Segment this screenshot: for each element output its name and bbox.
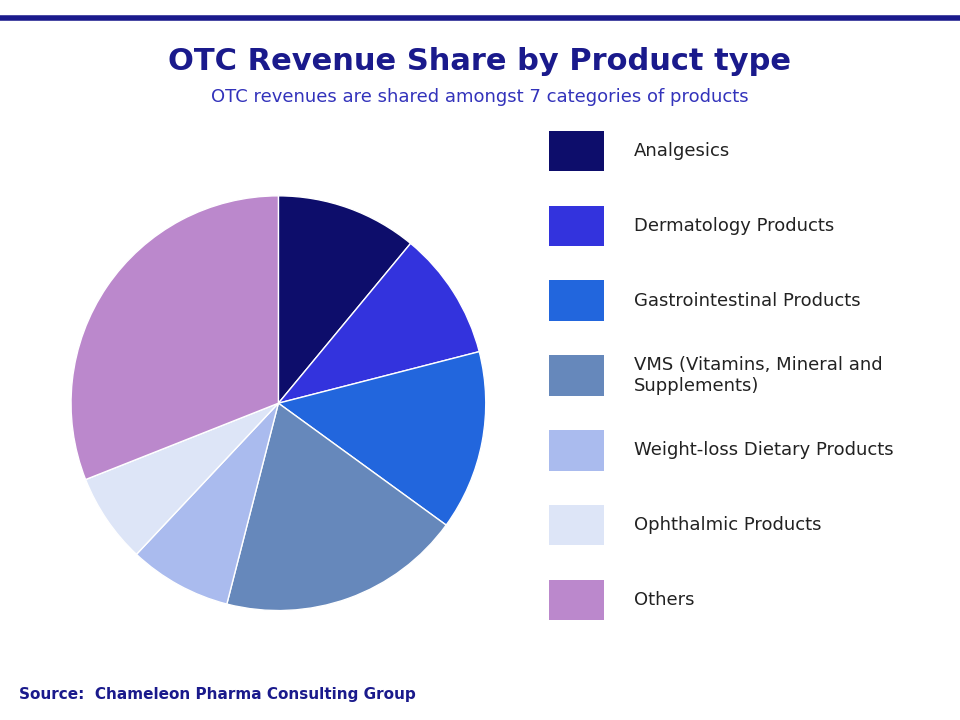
FancyBboxPatch shape (549, 580, 604, 620)
FancyBboxPatch shape (549, 355, 604, 396)
Wedge shape (227, 403, 446, 611)
Text: Others: Others (634, 591, 694, 609)
Wedge shape (71, 196, 278, 480)
Wedge shape (278, 351, 486, 525)
Wedge shape (278, 243, 479, 403)
Text: Source:  Chameleon Pharma Consulting Group: Source: Chameleon Pharma Consulting Grou… (19, 687, 416, 702)
FancyBboxPatch shape (549, 505, 604, 545)
FancyBboxPatch shape (549, 430, 604, 471)
Wedge shape (85, 403, 278, 554)
FancyBboxPatch shape (549, 281, 604, 321)
FancyBboxPatch shape (549, 206, 604, 246)
FancyBboxPatch shape (549, 131, 604, 171)
Text: VMS (Vitamins, Mineral and
Supplements): VMS (Vitamins, Mineral and Supplements) (634, 356, 882, 395)
Text: Analgesics: Analgesics (634, 143, 730, 161)
Text: Ophthalmic Products: Ophthalmic Products (634, 516, 821, 534)
Wedge shape (136, 403, 278, 604)
Text: Gastrointestinal Products: Gastrointestinal Products (634, 292, 860, 310)
Text: Dermatology Products: Dermatology Products (634, 217, 834, 235)
Text: OTC revenues are shared amongst 7 categories of products: OTC revenues are shared amongst 7 catego… (211, 89, 749, 107)
Wedge shape (278, 196, 411, 403)
Text: Weight-loss Dietary Products: Weight-loss Dietary Products (634, 441, 893, 459)
Text: OTC Revenue Share by Product type: OTC Revenue Share by Product type (169, 47, 791, 76)
